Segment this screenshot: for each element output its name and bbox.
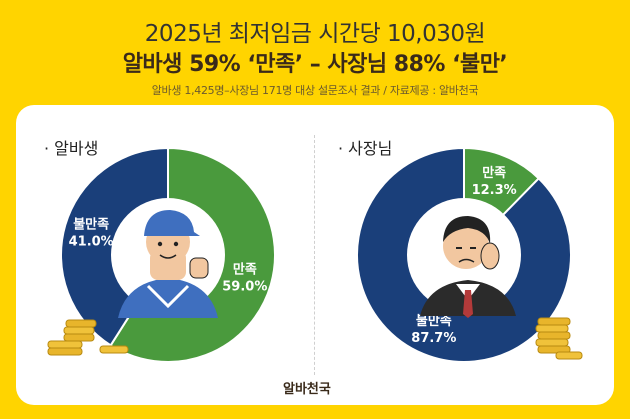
- coins-right: [535, 317, 583, 360]
- pie1-slice-1-label: 불만족: [416, 313, 452, 329]
- pie1-slice-0-label: 만족: [482, 165, 506, 181]
- source-note: 알바생 1,425명–사장님 171명 대상 설문조사 결과 / 자료제공 : …: [151, 84, 479, 97]
- pie0-slice-0-label: 만족: [233, 261, 257, 277]
- chart-title-left: · 알바생: [44, 139, 99, 158]
- pie0-slice-0-value: 59.0%: [222, 279, 267, 294]
- divider: [314, 135, 316, 375]
- coins-left: [47, 319, 129, 356]
- pie1-slice-0-value: 12.3%: [472, 183, 517, 198]
- chart-title-right: · 사장님: [338, 139, 393, 158]
- worker-illustration: [118, 210, 218, 318]
- pie1-slice-1-value: 87.7%: [411, 331, 456, 346]
- owner-illustration: [420, 216, 516, 318]
- pie0-slice-1-label: 불만족: [73, 217, 109, 233]
- headline: 알바생 59% ‘만족’ – 사장님 88% ‘불만’: [122, 52, 508, 77]
- pie1-slice-1: [356, 146, 572, 363]
- footer-logo: 알바천국: [283, 382, 331, 397]
- pie0-slice-1-value: 41.0%: [69, 235, 114, 250]
- page-title: 2025년 최저임금 시간당 10,030원: [144, 21, 486, 47]
